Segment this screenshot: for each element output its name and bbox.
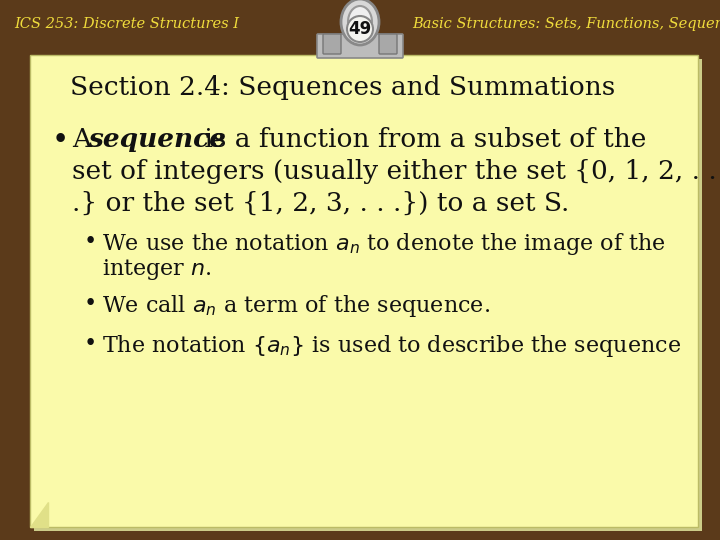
Ellipse shape <box>348 6 372 38</box>
Text: sequence: sequence <box>88 127 226 152</box>
Text: •: • <box>52 127 69 155</box>
Text: Section 2.4: Sequences and Summations: Section 2.4: Sequences and Summations <box>70 75 616 100</box>
Text: •: • <box>84 333 97 355</box>
Bar <box>30 55 698 527</box>
Text: 49: 49 <box>348 20 372 38</box>
Text: We call $a_n$ a term of the sequence.: We call $a_n$ a term of the sequence. <box>102 293 490 319</box>
Circle shape <box>347 16 373 42</box>
Text: is a function from a subset of the: is a function from a subset of the <box>196 127 647 152</box>
Text: •: • <box>84 293 97 315</box>
Text: integer $n$.: integer $n$. <box>102 257 212 282</box>
FancyBboxPatch shape <box>379 34 397 54</box>
Text: •: • <box>84 231 97 253</box>
FancyBboxPatch shape <box>323 34 341 54</box>
Bar <box>34 59 702 531</box>
Bar <box>0 0 720 48</box>
Ellipse shape <box>341 0 379 45</box>
Text: set of integers (usually either the set {0, 1, 2, . .: set of integers (usually either the set … <box>72 159 716 184</box>
Text: We use the notation $a_n$ to denote the image of the: We use the notation $a_n$ to denote the … <box>102 231 666 257</box>
Text: .} or the set {1, 2, 3, . . .}) to a set S.: .} or the set {1, 2, 3, . . .}) to a set… <box>72 191 570 216</box>
Text: The notation $\{a_n\}$ is used to describe the sequence: The notation $\{a_n\}$ is used to descri… <box>102 333 681 359</box>
Text: A: A <box>72 127 99 152</box>
Polygon shape <box>30 502 48 527</box>
Text: Basic Structures: Sets, Functions, Sequences and Sums: Basic Structures: Sets, Functions, Seque… <box>412 17 720 31</box>
Text: ICS 253: Discrete Structures I: ICS 253: Discrete Structures I <box>14 17 239 31</box>
FancyBboxPatch shape <box>317 34 403 58</box>
